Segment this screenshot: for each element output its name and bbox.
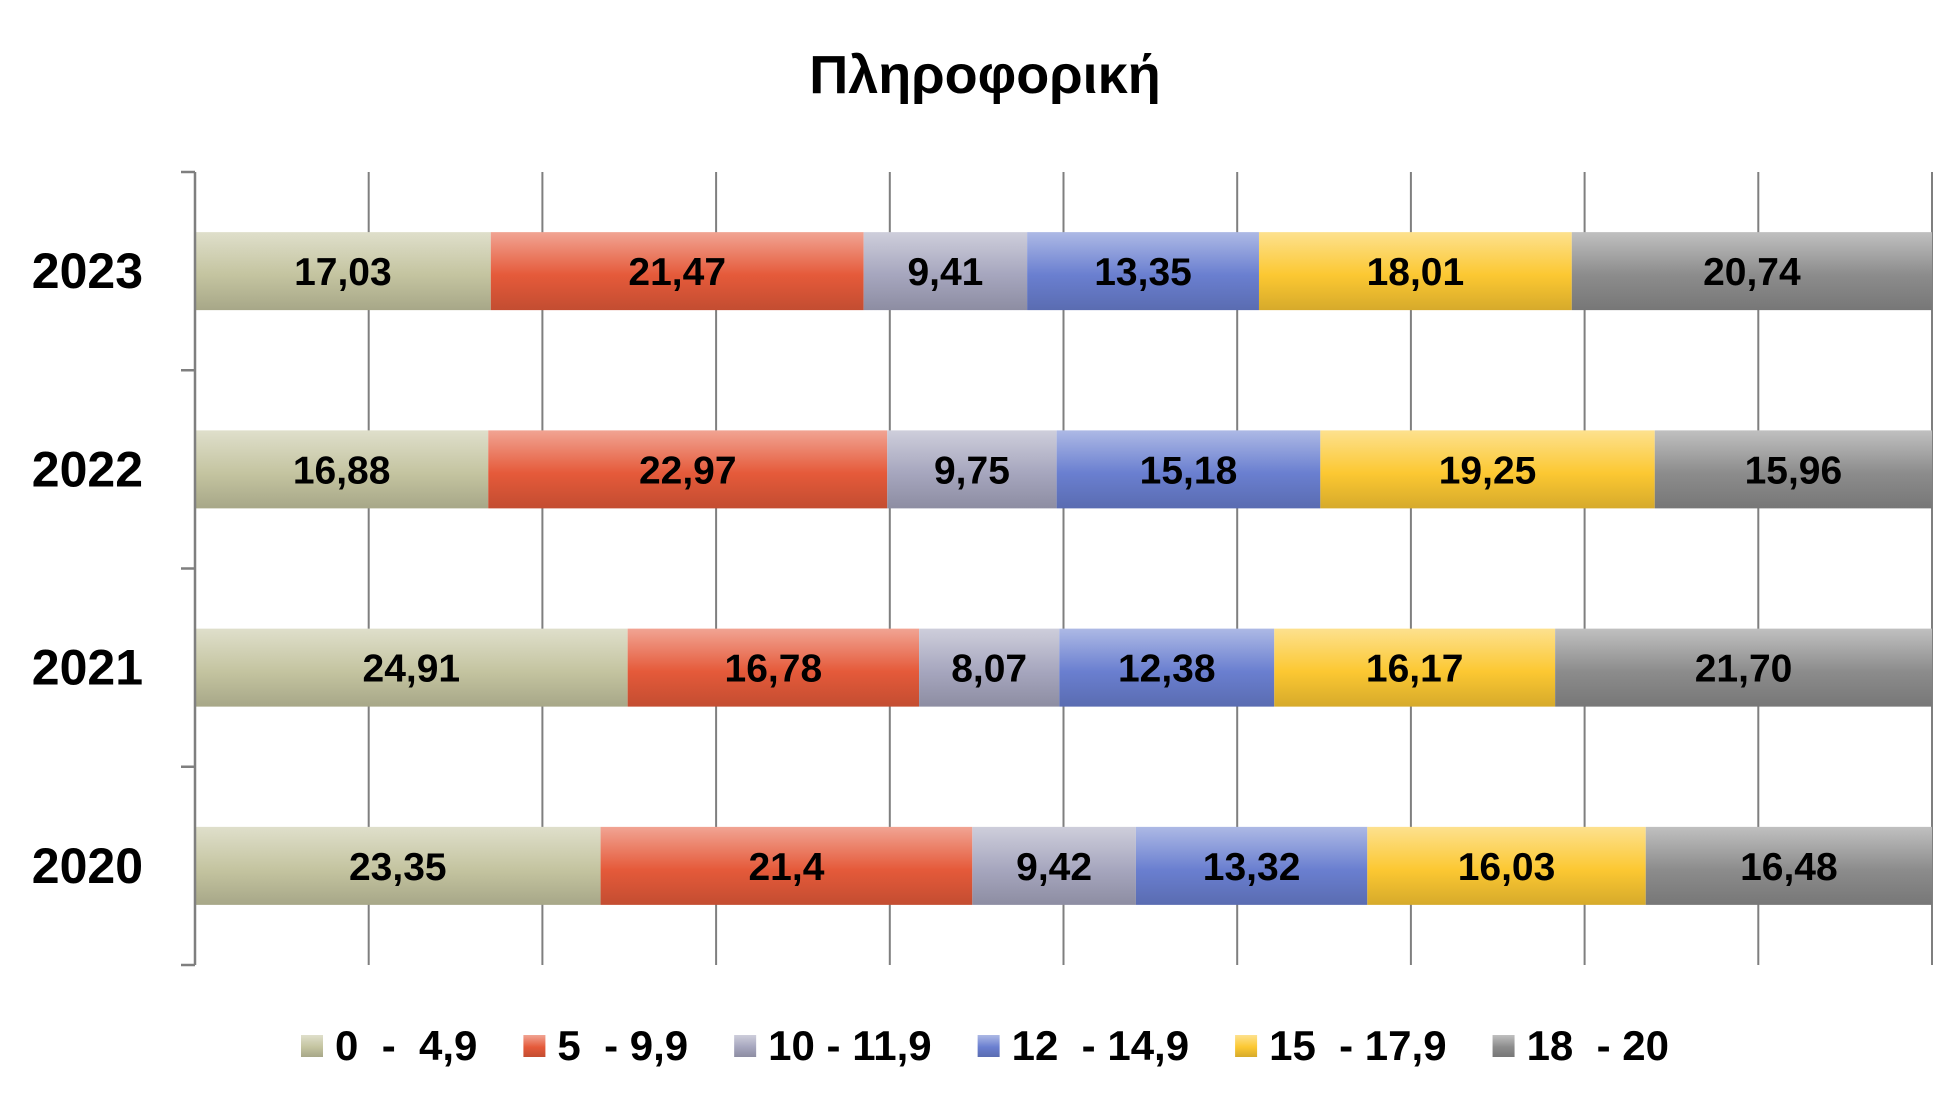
data-label-2020-10-11-9: 9,42: [1016, 846, 1092, 889]
legend-label: 12 - 14,9: [1012, 1022, 1189, 1069]
bar-2020-12-14-9: [1135, 826, 1368, 905]
legend: 0 - 4,9 5 - 9,9 10 - 11,9 12 - 14,9 15 - 17,…: [301, 1022, 1669, 1069]
data-label-2020-15-17-9: 16,03: [1458, 846, 1556, 889]
bar-2021-12-14-9: [1059, 628, 1275, 707]
legend-label: 10 - 11,9: [768, 1022, 931, 1069]
data-label-2020-18-20: 16,48: [1740, 846, 1838, 889]
data-label-2022-15-17-9: 19,25: [1439, 449, 1537, 492]
bar-2020-15-17-9: [1367, 826, 1646, 905]
bar-2021-10-11-9: [919, 628, 1060, 707]
data-label-2023-5-9-9: 21,47: [628, 251, 726, 294]
data-label-2021-15-17-9: 16,17: [1366, 648, 1464, 691]
data-label-2021-5-9-9: 16,78: [725, 648, 823, 691]
legend-swatch: [301, 1035, 323, 1057]
data-label-2023-0-4-9: 17,03: [294, 251, 392, 294]
category-label-2022: 2022: [32, 441, 143, 497]
legend-item-5-9-9: 5 - 9,9: [523, 1022, 688, 1069]
data-label-2022-12-14-9: 15,18: [1140, 449, 1238, 492]
legend-item-10-11-9: 10 - 11,9: [734, 1022, 932, 1069]
legend-swatch: [734, 1035, 757, 1057]
legend-swatch: [523, 1035, 546, 1057]
bar-2020-18-20: [1645, 826, 1932, 905]
data-label-2021-18-20: 21,70: [1695, 648, 1793, 691]
legend-label: 15 - 17,9: [1269, 1022, 1446, 1069]
bar-2020-5-9-9: [600, 826, 973, 905]
category-label-2020: 2020: [32, 838, 143, 894]
data-label-2020-12-14-9: 13,32: [1203, 846, 1301, 889]
data-label-2022-18-20: 15,96: [1745, 449, 1843, 492]
legend-swatch: [977, 1035, 1000, 1057]
bar-2022-5-9-9: [488, 430, 888, 509]
bar-2023-10-11-9: [863, 232, 1028, 311]
legend-label: 0 - 4,9: [335, 1022, 477, 1069]
data-label-2023-12-14-9: 13,35: [1094, 251, 1192, 294]
bar-2021-0-4-9: [195, 628, 628, 707]
category-label-2023: 2023: [32, 243, 143, 299]
legend-swatch: [1492, 1035, 1515, 1057]
bar-2023-12-14-9: [1027, 232, 1259, 311]
bar-2023-15-17-9: [1258, 232, 1572, 311]
bars: [195, 232, 1932, 905]
legend-item-12-14-9: 12 - 14,9: [977, 1022, 1189, 1069]
bar-2022-10-11-9: [887, 430, 1057, 509]
bar-2022-18-20: [1654, 430, 1932, 509]
data-label-2022-5-9-9: 22,97: [639, 449, 737, 492]
data-label-2020-5-9-9: 21,4: [748, 846, 824, 889]
data-label-2023-18-20: 20,74: [1703, 251, 1801, 294]
data-label-2023-10-11-9: 9,41: [907, 251, 983, 294]
legend-label: 5 - 9,9: [557, 1022, 688, 1069]
legend-item-15-17-9: 15 - 17,9: [1235, 1022, 1447, 1069]
bar-2021-15-17-9: [1274, 628, 1556, 707]
data-label-2022-10-11-9: 9,75: [934, 449, 1010, 492]
category-axis: 2023 2022 2021 2020: [32, 170, 197, 967]
bar-2022-15-17-9: [1320, 430, 1655, 509]
bar-2021-18-20: [1555, 628, 1932, 707]
legend-swatch: [1235, 1035, 1258, 1057]
legend-item-0-4-9: 0 - 4,9: [301, 1022, 477, 1069]
data-label-2023-15-17-9: 18,01: [1367, 251, 1465, 294]
data-labels: 17,03 21,47 9,41 13,35 18,01 20,74 16,88 22,97 9…: [293, 251, 1842, 889]
bar-2023-18-20: [1571, 232, 1932, 311]
bar-2020-10-11-9: [972, 826, 1136, 905]
bar-2020-0-4-9: [195, 826, 601, 905]
data-label-2021-12-14-9: 12,38: [1118, 648, 1216, 691]
legend-label: 18 - 20: [1527, 1022, 1669, 1069]
data-label-2022-0-4-9: 16,88: [293, 449, 391, 492]
bar-2023-5-9-9: [490, 232, 864, 311]
category-label-2021: 2021: [32, 640, 143, 696]
bar-2023-0-4-9: [195, 232, 491, 311]
chart-title: Πληροφορική: [809, 45, 1161, 105]
legend-item-18-20: 18 - 20: [1492, 1022, 1669, 1069]
data-label-2021-10-11-9: 8,07: [951, 648, 1027, 691]
data-label-2020-0-4-9: 23,35: [349, 846, 447, 889]
bar-2022-12-14-9: [1056, 430, 1321, 509]
data-label-2021-0-4-9: 24,91: [363, 648, 461, 691]
bar-2021-5-9-9: [627, 628, 920, 707]
bar-2022-0-4-9: [195, 430, 489, 509]
